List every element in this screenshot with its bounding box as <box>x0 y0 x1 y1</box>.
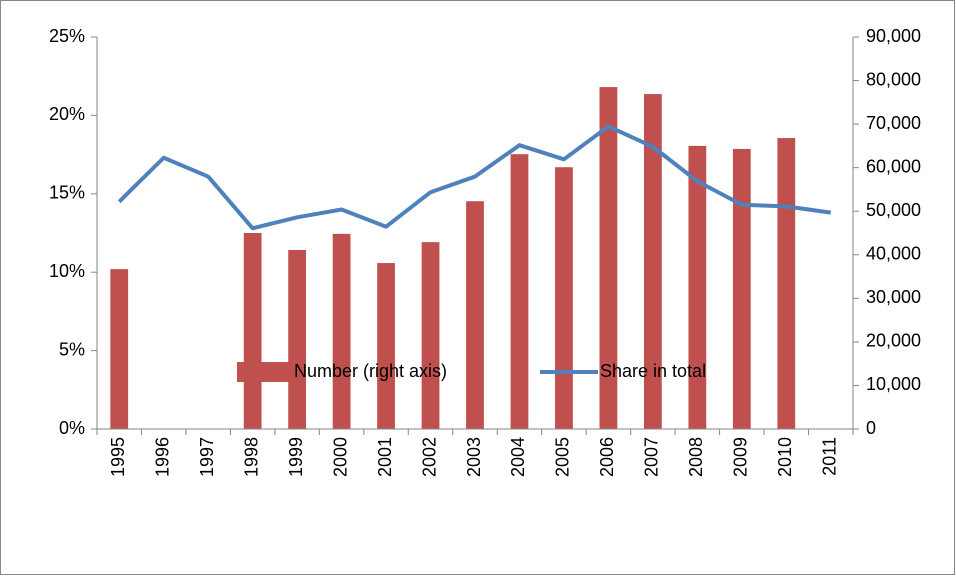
bar <box>332 233 351 429</box>
y-tick-label: 20% <box>49 104 85 124</box>
bar <box>243 233 262 429</box>
x-tick-label: 2011 <box>820 437 840 476</box>
legend-label: Number (right axis) <box>294 361 447 381</box>
x-tick-label: 1997 <box>197 437 217 477</box>
y2-tick-label: 50,000 <box>866 200 921 220</box>
x-tick-label: 1999 <box>286 437 306 477</box>
bar <box>421 242 440 429</box>
bar <box>599 87 618 429</box>
y-tick-label: 15% <box>49 183 85 203</box>
legend-swatch <box>237 362 292 382</box>
bar <box>688 145 707 429</box>
bar <box>288 249 307 429</box>
y2-tick-label: 40,000 <box>866 244 921 264</box>
line <box>117 124 832 231</box>
x-tick-label: 2000 <box>330 437 350 477</box>
x-tick-label: 2003 <box>464 437 484 477</box>
y2-tick-label: 20,000 <box>866 331 921 351</box>
y2-tick-label: 60,000 <box>866 156 921 176</box>
bar <box>777 138 796 429</box>
y-tick-label: 10% <box>49 261 85 281</box>
legend-label: Share in total <box>600 361 706 381</box>
x-tick-label: 2006 <box>597 437 617 477</box>
y2-tick-label: 90,000 <box>866 26 921 46</box>
y2-tick-label: 30,000 <box>866 287 921 307</box>
y2-tick-label: 80,000 <box>866 69 921 89</box>
x-tick-label: 2001 <box>375 437 395 477</box>
bar <box>555 167 573 429</box>
bar <box>732 148 751 429</box>
bar <box>643 94 662 430</box>
y2-tick-label: 70,000 <box>866 113 921 133</box>
y-tick-label: 25% <box>49 26 85 46</box>
x-tick-label: 2008 <box>686 437 706 477</box>
bar <box>110 269 129 429</box>
bar <box>466 201 484 429</box>
x-tick-label: 1996 <box>152 437 172 477</box>
bar <box>510 154 529 430</box>
bar <box>377 263 395 429</box>
y2-tick-label: 10,000 <box>866 374 921 394</box>
x-tick-label: 2007 <box>642 437 662 477</box>
x-tick-label: 1995 <box>108 437 128 477</box>
x-tick-label: 2009 <box>731 437 751 477</box>
y-tick-label: 0% <box>59 418 85 438</box>
x-tick-label: 2004 <box>508 437 528 477</box>
x-tick-label: 2002 <box>419 437 439 477</box>
x-tick-label: 1998 <box>241 437 261 477</box>
y2-tick-label: 0 <box>866 418 876 438</box>
x-tick-label: 2005 <box>553 437 573 477</box>
y-tick-label: 5% <box>59 339 85 359</box>
x-tick-label: 2010 <box>775 437 795 477</box>
